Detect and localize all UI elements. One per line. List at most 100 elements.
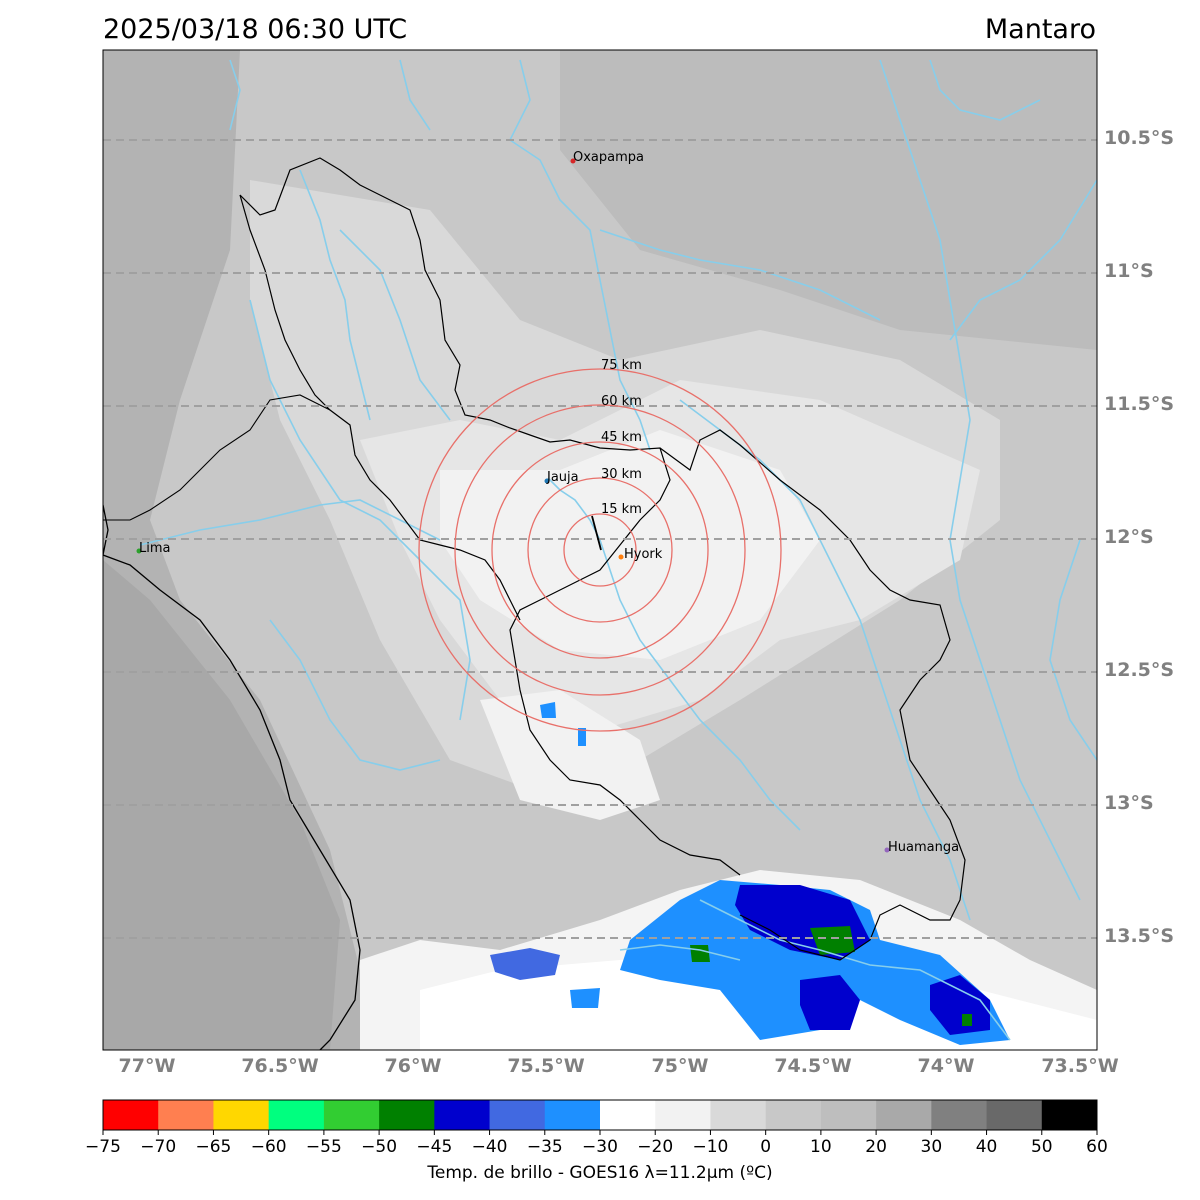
- lat-label-12s: 12°S: [1104, 526, 1154, 548]
- region-title: Mantaro: [984, 14, 1096, 45]
- colorbar-segment: [489, 1100, 546, 1130]
- ring-label-15km: 15 km: [601, 502, 642, 517]
- colorbar-segment: [1041, 1100, 1098, 1130]
- convection-region-45c: [930, 975, 990, 1035]
- lon-label-74w: 74°W: [917, 1055, 975, 1077]
- colorbar-label: Temp. de brillo - GOES16 λ=11.2μm (ºC): [427, 1163, 773, 1183]
- colorbar-tick-label: −20: [637, 1137, 674, 1157]
- basin-boundary-east: [659, 429, 966, 961]
- colorbar-frame: [102, 1099, 1098, 1131]
- rivers: [139, 59, 1097, 1041]
- city-marker-oxapampa: [570, 158, 576, 164]
- lon-label-76w: 76°W: [384, 1055, 442, 1077]
- ring-label-75km: 75 km: [601, 358, 642, 373]
- city-label-jauja: Jauja: [546, 470, 579, 485]
- convection-core-1: [810, 926, 855, 955]
- map-frame: [102, 49, 1098, 1051]
- colorbar-tick-label: −65: [195, 1137, 232, 1157]
- range-ring-15km: [563, 513, 637, 587]
- colorbar-tick-label: 20: [865, 1137, 887, 1157]
- lon-label-76-5w: 76.5°W: [241, 1055, 319, 1077]
- city-marker-huamanga: [884, 847, 890, 853]
- coastline: [103, 554, 361, 1050]
- colorbar-segment: [710, 1100, 767, 1130]
- cloud-patch-south: [480, 690, 660, 820]
- colorbar-segment: [213, 1100, 270, 1130]
- range-rings: [418, 368, 782, 732]
- colorbar-tick-label: −45: [416, 1137, 453, 1157]
- range-ring-75km: [418, 368, 782, 732]
- coastline-north: [103, 504, 109, 556]
- colorbar-tick-label: 40: [975, 1137, 998, 1157]
- colorbar-segment: [931, 1100, 988, 1130]
- city-label-hyork: Hyork: [624, 547, 663, 562]
- colorbar-tick-label: 50: [1030, 1137, 1053, 1157]
- lon-label-73-5w: 73.5°W: [1041, 1055, 1119, 1077]
- convection-region-45b: [800, 975, 860, 1030]
- convection-region-35: [620, 880, 1010, 1045]
- colorbar-tick-label: 10: [810, 1137, 832, 1157]
- colorbar-tick-label: −10: [692, 1137, 729, 1157]
- city-label-lima: Lima: [139, 541, 170, 556]
- convection-core-2: [690, 945, 710, 962]
- colorbar-segment: [379, 1100, 435, 1130]
- colorbar-tick-label: 60: [1086, 1137, 1108, 1157]
- cold-pixel-1: [540, 702, 556, 718]
- convection-patch-west: [490, 948, 560, 980]
- lat-label-13s: 13°S: [1104, 792, 1154, 814]
- colorbar-segment: [268, 1100, 325, 1130]
- colorbar-segment: [765, 1100, 822, 1130]
- colorbar-tick-label: 0: [760, 1137, 772, 1157]
- latitude-gridlines: [103, 139, 1097, 939]
- basin-boundary-rimac: [103, 394, 331, 521]
- colorbar-segment: [986, 1100, 1043, 1130]
- cold-pixel-2: [578, 728, 586, 746]
- city-marker-jauja: [544, 478, 550, 484]
- colorbar-tick-label: −60: [250, 1137, 287, 1157]
- lon-label-75w: 75°W: [651, 1055, 709, 1077]
- colorbar-tick-label: −35: [526, 1137, 563, 1157]
- ring-label-45km: 45 km: [601, 430, 642, 445]
- lat-label-11-5s: 11.5°S: [1104, 393, 1175, 415]
- cloud-region-ne: [560, 50, 1097, 350]
- colorbar-tick-label: 30: [920, 1137, 943, 1157]
- city-label-oxapampa: Oxapampa: [573, 150, 644, 165]
- city-marker-hyork: [618, 554, 624, 560]
- lon-label-74-5w: 74.5°W: [774, 1055, 852, 1077]
- lat-label-10-5s: 10.5°S: [1104, 127, 1175, 149]
- lat-label-13-5s: 13.5°S: [1104, 925, 1175, 947]
- colorbar-segment: [655, 1100, 711, 1130]
- colorbar-segment: [600, 1100, 656, 1130]
- lat-label-11s: 11°S: [1104, 260, 1154, 282]
- ring-label-60km: 60 km: [601, 394, 642, 409]
- colorbar-segment: [158, 1100, 214, 1130]
- lat-label-12-5s: 12.5°S: [1104, 659, 1175, 681]
- lon-label-75-5w: 75.5°W: [507, 1055, 585, 1077]
- colorbar-segment: [876, 1100, 932, 1130]
- city-marker-lima: [136, 548, 142, 554]
- colorbar-tick-label: −40: [471, 1137, 508, 1157]
- range-ring-60km: [454, 404, 746, 696]
- colorbar-tick-label: −70: [140, 1137, 177, 1157]
- basin-boundary-inner: [239, 194, 521, 621]
- map-layers: 15 km 30 km 45 km 60 km 75 km Oxapampa J…: [103, 50, 1097, 1050]
- colorbar-segment: [103, 1100, 159, 1130]
- colorbar: [102, 1100, 1098, 1135]
- ring-label-30km: 30 km: [601, 467, 642, 482]
- colorbar-segment: [434, 1100, 491, 1130]
- lon-label-77w: 77°W: [118, 1055, 176, 1077]
- map-datetime: 2025/03/18 06:30 UTC: [103, 14, 408, 45]
- colorbar-tick-label: −75: [85, 1137, 121, 1157]
- convection-patch-small: [570, 988, 600, 1008]
- colorbar-segment: [820, 1100, 877, 1130]
- colorbar-segment: [323, 1100, 380, 1130]
- colorbar-tick-label: −55: [305, 1137, 342, 1157]
- basin-boundary-west: [239, 157, 741, 876]
- radar-beam-line: [591, 515, 602, 551]
- colorbar-segment: [544, 1100, 601, 1130]
- colorbar-tick-label: −30: [582, 1137, 618, 1157]
- range-ring-45km: [491, 441, 709, 659]
- range-ring-30km: [527, 477, 673, 623]
- colorbar-tick-label: −50: [361, 1137, 398, 1157]
